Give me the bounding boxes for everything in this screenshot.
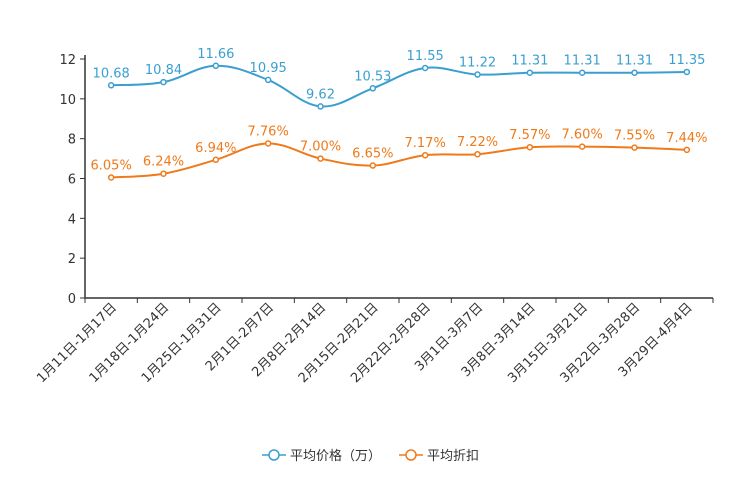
data-label: 11.31	[511, 54, 548, 69]
data-point[interactable]	[526, 143, 534, 151]
data-point[interactable]	[369, 85, 377, 92]
y-tick-label: 2	[68, 252, 76, 267]
data-label: 7.44%	[666, 131, 707, 146]
legend-item-1[interactable]: 平均折扣	[399, 449, 479, 464]
data-label: 9.62	[306, 87, 335, 102]
data-label: 7.76%	[248, 124, 289, 139]
data-point[interactable]	[631, 69, 638, 76]
data-point[interactable]	[212, 156, 220, 164]
data-point[interactable]	[264, 140, 272, 147]
data-label: 10.68	[93, 66, 130, 81]
legend-label: 平均价格（万）	[290, 448, 381, 464]
y-tick-label: 4	[68, 212, 76, 227]
data-point[interactable]	[160, 78, 167, 86]
data-label: 11.31	[564, 54, 601, 69]
y-tick-label: 12	[59, 53, 76, 68]
data-point[interactable]	[107, 82, 115, 89]
data-point[interactable]	[578, 69, 586, 76]
data-point[interactable]	[683, 146, 691, 154]
data-point[interactable]	[421, 64, 429, 72]
data-label: 10.84	[145, 63, 182, 78]
data-label: 11.35	[668, 53, 705, 68]
data-point[interactable]	[421, 151, 429, 159]
data-point[interactable]	[160, 170, 167, 177]
data-point[interactable]	[631, 144, 638, 151]
data-label: 11.55	[407, 49, 444, 64]
data-label: 7.60%	[562, 128, 603, 143]
data-label: 11.22	[459, 56, 496, 71]
data-label: 10.95	[250, 61, 287, 76]
data-point[interactable]	[683, 68, 691, 76]
data-label: 6.05%	[91, 159, 132, 174]
data-point[interactable]	[212, 62, 220, 70]
data-label: 7.57%	[509, 128, 550, 143]
data-label: 6.24%	[143, 155, 184, 170]
legend-label: 平均折扣	[427, 449, 479, 464]
y-tick-label: 0	[68, 292, 76, 307]
data-label: 7.22%	[457, 135, 498, 150]
data-point[interactable]	[264, 76, 272, 84]
data-label: 7.00%	[300, 140, 341, 155]
data-point[interactable]	[369, 162, 377, 169]
legend-marker	[405, 449, 417, 461]
data-label: 7.17%	[405, 136, 446, 151]
data-point[interactable]	[107, 174, 115, 181]
series-line-1	[111, 142, 687, 179]
series-line-0	[111, 64, 687, 108]
y-tick-label: 10	[59, 93, 76, 108]
data-point[interactable]	[526, 69, 534, 76]
y-tick-label: 6	[68, 173, 76, 188]
data-label: 11.31	[616, 54, 653, 69]
data-label: 10.53	[354, 69, 391, 84]
data-point[interactable]	[474, 71, 481, 78]
data-point[interactable]	[474, 150, 481, 158]
data-label: 7.55%	[614, 129, 655, 144]
data-point[interactable]	[317, 103, 324, 110]
data-label: 11.66	[197, 47, 234, 62]
data-point[interactable]	[578, 143, 586, 150]
y-tick-label: 8	[68, 133, 76, 148]
legend-item-0[interactable]: 平均价格（万）	[262, 448, 381, 464]
data-label: 6.94%	[195, 141, 236, 156]
data-label: 6.65%	[352, 147, 393, 162]
data-point[interactable]	[317, 155, 324, 162]
legend-marker	[268, 449, 280, 461]
